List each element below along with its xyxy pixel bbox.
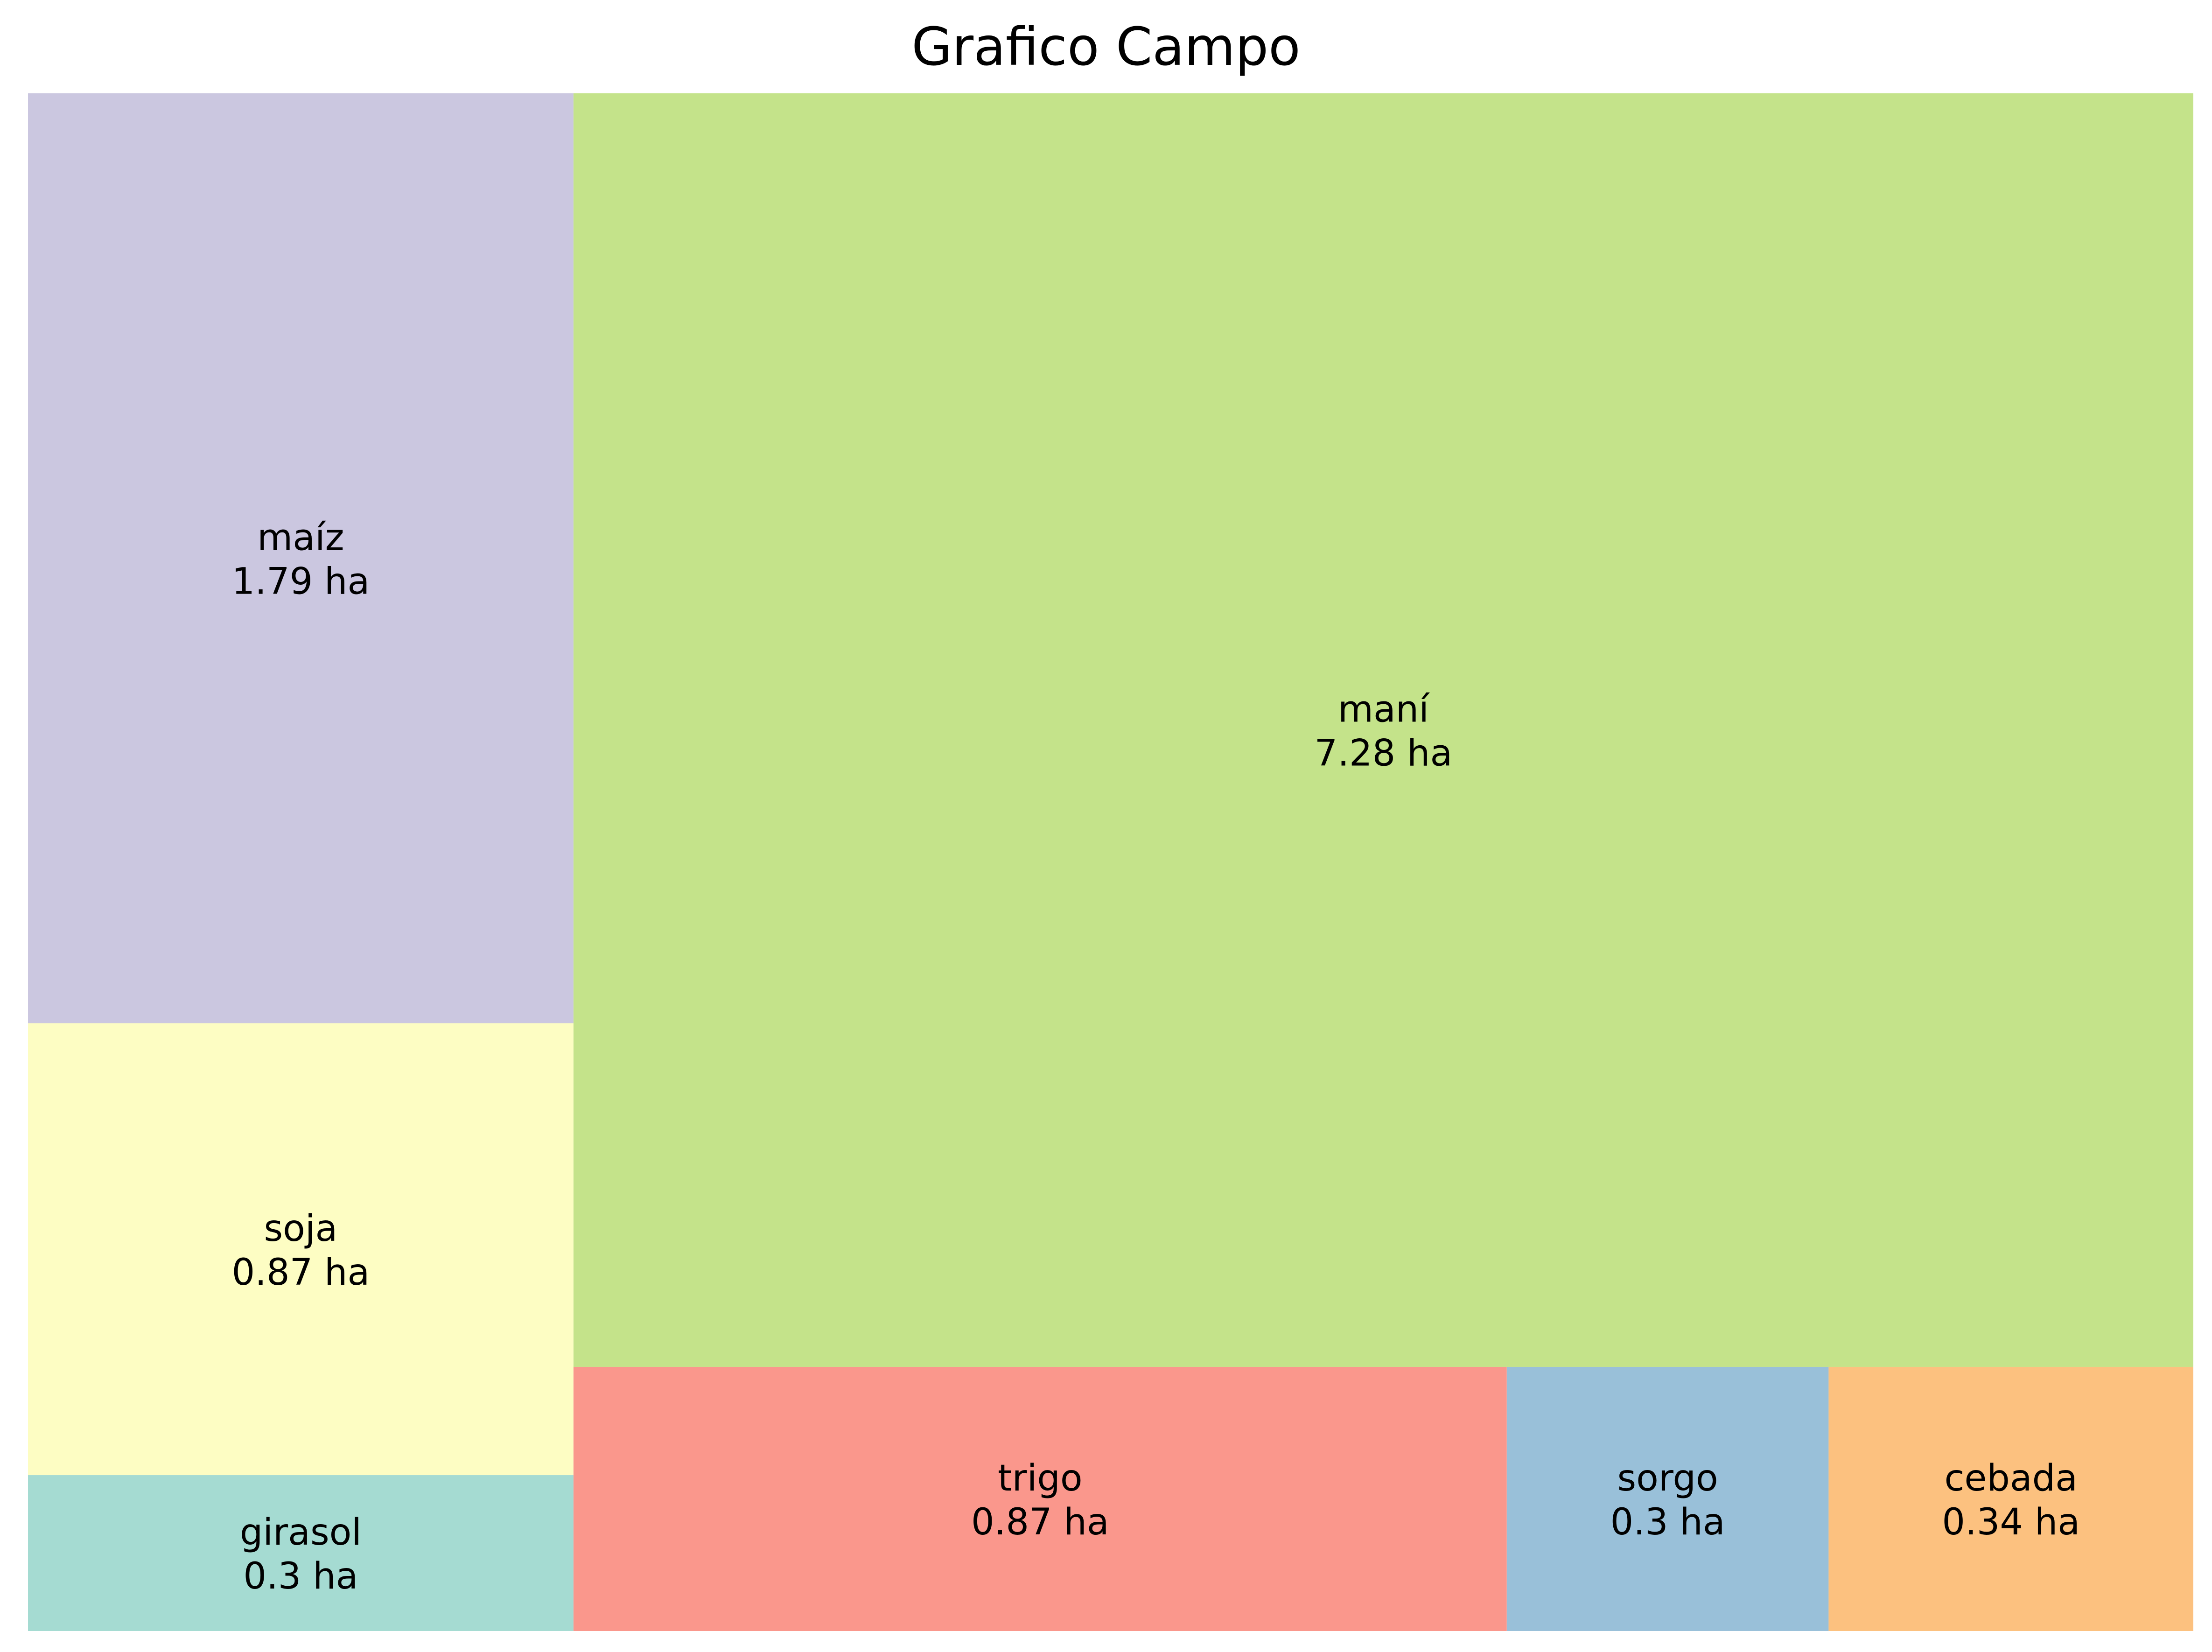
tile-name-cebada: cebada bbox=[1944, 1457, 2078, 1499]
tile-name-maíz: maíz bbox=[257, 517, 344, 559]
tile-rect-sorgo bbox=[1506, 1366, 1829, 1631]
tile-value-trigo: 0.87 ha bbox=[971, 1501, 1109, 1543]
tile-rect-maíz bbox=[28, 93, 574, 1023]
tile-name-girasol: girasol bbox=[240, 1512, 362, 1554]
tile-value-maíz: 1.79 ha bbox=[232, 560, 370, 602]
tile-name-soja: soja bbox=[264, 1208, 338, 1250]
tile-value-sorgo: 0.3 ha bbox=[1610, 1501, 1725, 1543]
tile-name-trigo: trigo bbox=[998, 1457, 1083, 1499]
tile-rect-girasol bbox=[28, 1475, 574, 1631]
tile-name-maní: maní bbox=[1338, 688, 1430, 730]
tile-value-soja: 0.87 ha bbox=[232, 1252, 370, 1294]
tile-rect-soja bbox=[28, 1023, 574, 1476]
tile-rect-trigo bbox=[573, 1366, 1507, 1631]
tile-value-cebada: 0.34 ha bbox=[1942, 1501, 2080, 1543]
chart-title: Grafico Campo bbox=[911, 17, 1301, 77]
tile-name-sorgo: sorgo bbox=[1617, 1457, 1718, 1499]
tile-value-girasol: 0.3 ha bbox=[243, 1555, 358, 1597]
tile-rect-cebada bbox=[1828, 1366, 2193, 1631]
tile-rect-maní bbox=[573, 93, 2193, 1367]
tile-value-maní: 7.28 ha bbox=[1315, 732, 1453, 774]
